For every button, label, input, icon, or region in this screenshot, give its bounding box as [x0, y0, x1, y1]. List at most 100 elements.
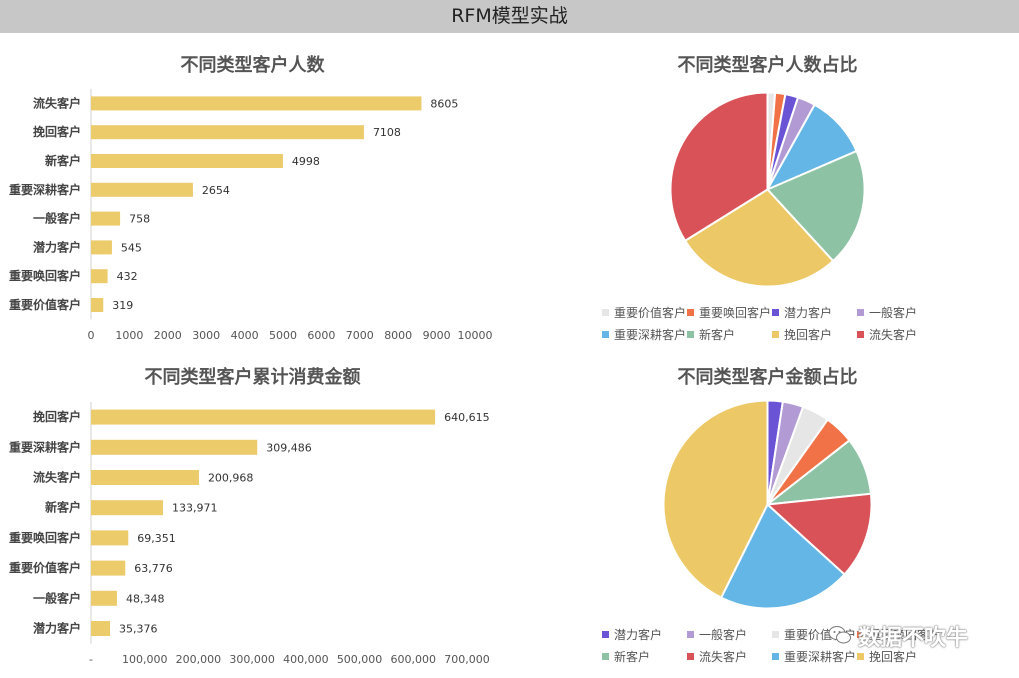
value-label: 432: [117, 270, 138, 283]
pie-slice: [719, 502, 846, 610]
value-label: 133,971: [172, 502, 218, 515]
category-label: 潜力客户: [33, 621, 81, 636]
legend-label: 重要唤回客户: [869, 628, 942, 642]
legend-label: 新客户: [614, 650, 651, 664]
category-label: 重要唤回客户: [9, 268, 81, 283]
legend-item: 流失客户: [857, 326, 917, 343]
legend-label: 潜力客户: [614, 628, 663, 642]
legend-label: 一般客户: [699, 628, 748, 642]
value-label: 69,351: [137, 532, 176, 545]
bar: [91, 240, 112, 255]
legend-swatch: [687, 653, 694, 660]
legend-label: 挽回客户: [784, 328, 833, 342]
page-title: RFM模型实战: [0, 0, 1019, 33]
x-tick-label: -: [89, 653, 93, 666]
legend-swatch: [602, 331, 609, 338]
legend-label: 重要唤回客户: [699, 306, 772, 320]
value-label: 200,968: [208, 472, 254, 485]
legend-swatch: [772, 653, 779, 660]
x-tick-label: 100,000: [122, 653, 168, 666]
legend-label: 新客户: [699, 328, 736, 342]
legend-customer-count-share: 重要价值客户 重要唤回客户 潜力客户 一般客户重要深耕客户 新客户 挽回客户 流失客户: [602, 304, 932, 344]
legend-swatch: [772, 331, 779, 338]
bar: [91, 96, 422, 111]
legend-label: 一般客户: [869, 306, 918, 320]
value-label: 4998: [292, 155, 320, 168]
bar: [91, 211, 121, 226]
pie-chart-spend-share: [662, 399, 873, 610]
bar: [91, 560, 126, 576]
legend-swatch: [772, 631, 779, 638]
x-tick-label: 9000: [423, 329, 451, 342]
x-tick-label: 0: [88, 329, 95, 342]
x-tick-label: 6000: [307, 329, 335, 342]
value-label: 48,348: [126, 592, 165, 605]
bar: [91, 530, 129, 546]
legend-item: 一般客户: [857, 304, 917, 321]
legend-item: 新客户: [602, 648, 650, 665]
pie-slice: [662, 399, 769, 599]
x-tick-label: 1000: [115, 329, 143, 342]
legend-swatch: [772, 309, 779, 316]
bar-chart-cumulative-spend: 挽回客户 640,615 重要深耕客户 309,486 流失客户 200,968 新客户 13…: [9, 402, 490, 666]
category-label: 新客户: [45, 153, 81, 168]
legend-swatch: [602, 309, 609, 316]
legend-label: 潜力客户: [784, 306, 833, 320]
category-label: 重要价值客户: [9, 560, 81, 575]
legend-item: 重要深耕客户: [772, 648, 856, 665]
legend-label: 挽回客户: [869, 650, 918, 664]
chart-title-customer-count-share: 不同类型客户人数占比: [677, 55, 858, 76]
x-tick-label: 600,000: [391, 653, 437, 666]
value-label: 35,376: [119, 623, 158, 636]
x-tick-label: 700,000: [444, 653, 490, 666]
legend-item: 重要唤回客户: [857, 626, 941, 643]
legend-swatch: [857, 631, 864, 638]
x-tick-label: 3000: [192, 329, 220, 342]
legend-swatch: [602, 653, 609, 660]
bar: [91, 590, 117, 606]
value-label: 2654: [202, 184, 230, 197]
x-tick-label: 5000: [269, 329, 297, 342]
legend-item: 重要价值客户: [602, 304, 686, 321]
legend-label: 重要深耕客户: [614, 328, 687, 342]
legend-item: 潜力客户: [602, 626, 662, 643]
watermark-text: 数据不吹牛: [858, 626, 969, 651]
legend-spend-share: 潜力客户 一般客户 重要价值客户 重要唤回客户 新客户 流失客户 重要深耕客户 挽回客户: [602, 626, 941, 666]
legend-item: 挽回客户: [857, 648, 917, 665]
category-label: 流失客户: [33, 470, 81, 485]
x-tick-label: 10000: [458, 329, 493, 342]
legend-label: 重要价值客户: [614, 306, 687, 320]
pie-slice: [765, 492, 873, 576]
legend-swatch: [687, 331, 694, 338]
pie-slice: [765, 149, 866, 263]
chart-title-cumulative-spend: 不同类型客户累计消费金额: [144, 367, 361, 388]
category-label: 流失客户: [33, 95, 81, 110]
category-label: 重要唤回客户: [9, 530, 81, 545]
legend-item: 新客户: [687, 326, 735, 343]
chart-title-customer-count: 不同类型客户人数: [180, 55, 325, 76]
bar: [91, 182, 193, 197]
value-label: 545: [121, 241, 142, 254]
legend-swatch: [687, 631, 694, 638]
bar: [91, 269, 108, 284]
pie-chart-customer-count-share: [669, 91, 866, 288]
x-tick-label: 200,000: [176, 653, 222, 666]
category-label: 潜力客户: [33, 239, 81, 254]
x-tick-label: 500,000: [337, 653, 383, 666]
bar: [91, 439, 258, 455]
value-label: 758: [129, 213, 150, 226]
legend-swatch: [687, 309, 694, 316]
value-label: 640,615: [444, 411, 490, 424]
category-label: 一般客户: [33, 590, 81, 605]
x-tick-label: 300,000: [229, 653, 275, 666]
bar: [91, 154, 283, 168]
bar: [91, 621, 111, 636]
pie-slice: [683, 188, 835, 288]
value-label: 7108: [373, 126, 401, 139]
legend-swatch: [857, 653, 864, 660]
legend-item: 流失客户: [687, 648, 747, 665]
value-label: 63,776: [134, 562, 173, 575]
category-label: 一般客户: [33, 211, 81, 226]
legend-swatch: [602, 631, 609, 638]
legend-label: 流失客户: [699, 650, 748, 664]
